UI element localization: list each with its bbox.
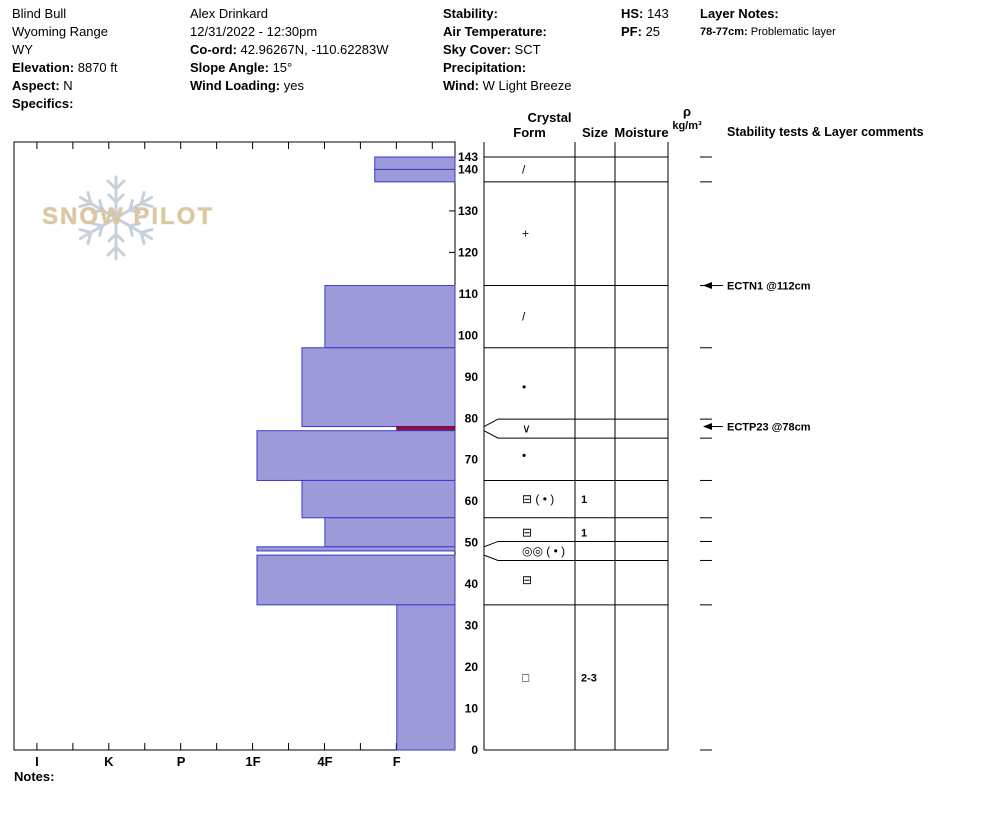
- crystal-form-symbol: /: [522, 310, 526, 324]
- sky-cover-field: Sky Cover: SCT: [443, 42, 541, 57]
- crystal-header: Crystal: [527, 110, 572, 125]
- observation-coordinates: Co-ord: 42.96267N, -110.62283W: [190, 42, 389, 57]
- depth-tick-label: 10: [465, 702, 479, 716]
- depth-tick-label: 50: [465, 536, 479, 550]
- crystal-form-symbol: ⊟: [522, 525, 532, 539]
- depth-tick-label: 100: [458, 328, 478, 342]
- depth-tick-label: 143: [458, 150, 478, 164]
- crystal-form-symbol: ⊟: [522, 573, 532, 587]
- thin-layer-callout: [483, 540, 668, 548]
- hardness-tick-label: 4F: [317, 754, 332, 769]
- problem-layer-bar: [396, 426, 456, 432]
- depth-tick-label: 0: [471, 743, 478, 757]
- depth-tick-label: 40: [465, 577, 479, 591]
- depth-tick-label: 30: [465, 619, 479, 633]
- snow-layer-bar: [256, 546, 456, 552]
- observation-datetime: 12/31/2022 - 12:30pm: [190, 24, 318, 39]
- hardness-tick-label: K: [104, 754, 114, 769]
- layer-notes-title: Layer Notes:: [700, 6, 779, 21]
- snow-layer-bar: [396, 604, 456, 751]
- snow-layer-bar: [374, 156, 456, 170]
- depth-tick-label: 130: [458, 204, 478, 218]
- site-info-block: Blind Bull Wyoming Range WY Elevation: 8…: [12, 5, 118, 113]
- depth-tick-label: 140: [458, 162, 478, 176]
- moisture-column-header: Moisture: [614, 125, 669, 140]
- snowpilot-wordmark: SNOW PILOT: [42, 203, 214, 230]
- depth-tick-label: 120: [458, 245, 478, 259]
- stability-test-label: ECTP23 @78cm: [727, 422, 811, 434]
- site-elevation: Elevation: 8870 ft: [12, 60, 118, 75]
- snowflake-icon: [74, 175, 158, 261]
- pit-falls: PF: 25: [621, 24, 661, 39]
- height-of-snow: HS: 143: [621, 6, 669, 21]
- snowpilot-watermark: SNOW PILOT: [40, 172, 220, 268]
- depth-tick-label: 80: [465, 411, 479, 425]
- snow-layer-bar: [374, 168, 456, 183]
- crystal-form-symbol: •: [522, 449, 526, 463]
- layer-note-entry: 78-77cm: Problematic layer: [700, 26, 836, 38]
- depth-tick-label: 110: [459, 287, 479, 301]
- hardness-tick-label: 1F: [245, 754, 260, 769]
- wind-field: Wind: W Light Breeze: [443, 78, 572, 93]
- wind-loading: Wind Loading: yes: [190, 78, 304, 93]
- stability-test-label: ECTN1 @112cm: [727, 281, 811, 293]
- crystal-form-symbol: ⊟ ( • ): [522, 492, 554, 506]
- layer-notes-block: Layer Notes: 78-77cm: Problematic layer: [700, 5, 836, 41]
- crystal-size-value: 1: [581, 527, 587, 539]
- snow-layer-bar: [301, 479, 456, 519]
- stability-field: Stability:: [443, 6, 498, 21]
- thin-layer-callout: [483, 430, 668, 439]
- depth-tick-label: 90: [465, 370, 479, 384]
- crystal-form-symbol: •: [522, 380, 526, 394]
- size-column-header: Size: [581, 125, 608, 140]
- crystal-form-symbol: ∨: [522, 422, 531, 436]
- snow-layer-bar: [256, 554, 456, 606]
- form-column-header: Form: [513, 125, 546, 140]
- observer-name: Alex Drinkard: [190, 6, 269, 21]
- snow-layer-bar: [324, 517, 456, 548]
- site-specifics: Specifics:: [12, 96, 74, 111]
- observer-info-block: Alex Drinkard 12/31/2022 - 12:30pm Co-or…: [190, 5, 388, 95]
- precipitation-field: Precipitation:: [443, 60, 527, 75]
- crystal-form-symbol: □: [522, 670, 529, 684]
- crystal-form-symbol: +: [522, 227, 529, 241]
- density-header: ρ: [682, 104, 692, 119]
- site-range: Wyoming Range: [12, 24, 108, 39]
- comments-header: Stability tests & Layer comments: [727, 125, 924, 139]
- crystal-form-symbol: /: [522, 162, 526, 176]
- depth-tick-label: 20: [465, 660, 479, 674]
- site-name: Blind Bull: [12, 6, 67, 21]
- totals-block: HS: 143 PF: 25: [621, 5, 669, 41]
- test-arrow-icon: [703, 282, 712, 290]
- snow-layer-bar: [324, 285, 456, 349]
- depth-tick-label: 70: [465, 453, 479, 467]
- crystal-form-symbol: ◎◎ ( • ): [522, 544, 565, 558]
- hardness-tick-label: P: [177, 754, 186, 769]
- thin-layer-callout: [483, 554, 668, 561]
- site-state: WY: [12, 42, 33, 57]
- thin-layer-callout: [483, 418, 668, 427]
- test-arrow-icon: [703, 423, 712, 431]
- snow-layer-bar: [256, 430, 456, 481]
- slope-angle: Slope Angle: 15°: [190, 60, 293, 75]
- crystal-size-value: 1: [581, 494, 587, 506]
- hardness-tick-label: F: [393, 754, 401, 769]
- hardness-tick-label: I: [35, 754, 39, 769]
- density-units-label: kg/m³: [672, 120, 702, 132]
- site-aspect: Aspect: N: [12, 78, 73, 93]
- snow-layer-bar: [301, 347, 456, 428]
- weather-info-block: Stability: Air Temperature: Sky Cover: S…: [443, 5, 571, 95]
- depth-tick-label: 60: [465, 494, 479, 508]
- air-temperature-field: Air Temperature:: [443, 24, 547, 39]
- notes-label: Notes:: [14, 769, 55, 784]
- crystal-size-value: 2-3: [581, 672, 597, 684]
